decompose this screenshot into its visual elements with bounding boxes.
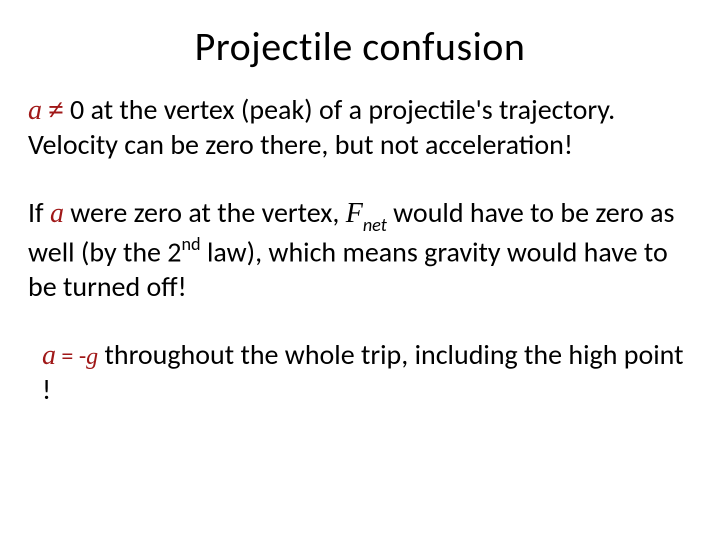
var-a-3: a [42, 340, 56, 371]
slide: { "title": "Projectile confusion", "p1":… [0, 0, 720, 540]
slide-title: Projectile confusion [28, 22, 692, 71]
var-a: a [28, 95, 42, 126]
paragraph-1: a ≠ 0 at the vertex (peak) of a projecti… [28, 93, 692, 162]
p1-text: 0 at the vertex (peak) of a projectile's… [28, 92, 615, 162]
paragraph-2: If a were zero at the vertex, Fnet would… [28, 196, 692, 303]
superscript-nd: nd [182, 233, 201, 255]
subscript-net: net [363, 214, 387, 236]
p3-rest: throughout the whole trip, including the… [42, 337, 684, 407]
var-f: F [346, 198, 363, 229]
var-a-2: a [50, 198, 64, 229]
p2-mid1: were zero at the vertex, [64, 195, 346, 230]
equals: = [56, 342, 79, 371]
p2-pre: If [28, 195, 50, 230]
paragraph-3: a = -g throughout the whole trip, includ… [28, 338, 692, 407]
not-equal-symbol: ≠ [48, 94, 63, 128]
var-g: g [86, 344, 98, 370]
